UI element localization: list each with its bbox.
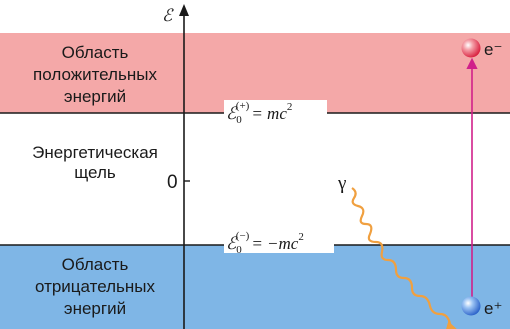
upper-eq-sup: (+) — [236, 100, 250, 112]
positive-region-label-line2: положительных — [33, 65, 157, 84]
negative-energy-band — [0, 245, 510, 329]
positron-ball — [461, 296, 481, 316]
gap-label-line2: щель — [74, 163, 116, 182]
lower-eq-sup: (−) — [236, 230, 250, 242]
svg-text:ℰ0(+)= mc2: ℰ0 (+) = mc2 — [226, 100, 292, 126]
photon-wave — [351, 187, 461, 329]
zero-label: 0 — [167, 172, 178, 193]
lower-eq-power: 2 — [298, 231, 304, 243]
lower-level-equation: ℰ0 (−) = −mc2 — [226, 230, 304, 256]
energy-axis-arrowhead — [179, 4, 189, 16]
upper-eq-rhs: = mc — [251, 104, 287, 123]
positron-label: e⁺ — [484, 299, 502, 318]
negative-region-label-line3: энергий — [64, 299, 126, 318]
lower-eq-rhs: = −mc — [251, 234, 298, 253]
electron-label: e⁻ — [484, 40, 502, 59]
upper-eq-sub: 0 — [236, 114, 242, 126]
upper-equation-bg — [224, 100, 327, 122]
lower-equation-bg — [224, 229, 334, 253]
svg-text:ℰ0(−)= −mc2: ℰ0 (−) = −mc2 — [226, 230, 304, 256]
negative-region-label-line2: отрицательных — [35, 277, 156, 296]
lower-eq-sub: 0 — [236, 244, 242, 256]
axis-symbol: ℰ — [162, 6, 174, 25]
positive-energy-band — [0, 33, 510, 113]
upper-eq-power: 2 — [287, 101, 293, 113]
upper-eq-symbol: ℰ — [226, 104, 238, 123]
photon-label: γ — [337, 173, 346, 194]
negative-region-label-line1: Область — [62, 255, 129, 274]
upper-level-equation: ℰ0 (+) = mc2 — [226, 100, 292, 126]
gap-label-line1: Энергетическая — [32, 143, 158, 162]
positive-region-label-line3: энергий — [64, 87, 126, 106]
lower-eq-symbol: ℰ — [226, 234, 238, 253]
electron-ball — [461, 38, 481, 58]
positive-region-label-line1: Область — [62, 43, 129, 62]
